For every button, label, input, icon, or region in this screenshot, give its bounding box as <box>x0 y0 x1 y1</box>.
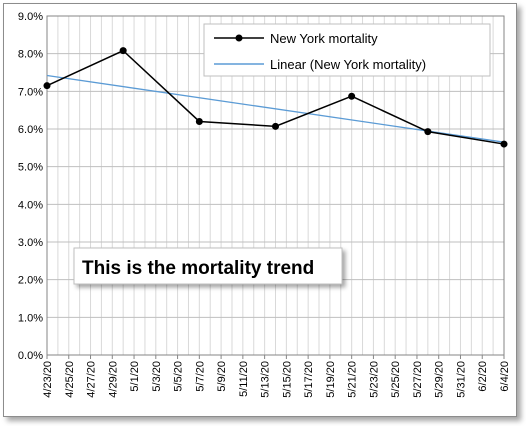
y-tick-label: 9.0% <box>18 11 43 23</box>
legend-series-marker <box>235 34 243 42</box>
legend-label-linear-trend: Linear (New York mortality) <box>270 57 426 72</box>
data-point <box>500 140 508 148</box>
y-tick-label: 1.0% <box>18 312 43 324</box>
chart-gridlines <box>46 15 505 356</box>
x-tick-label: 5/29/20 <box>434 361 446 398</box>
x-tick-label: 4/23/20 <box>42 361 54 398</box>
annotation-background <box>73 247 343 285</box>
data-point <box>272 122 279 130</box>
legend-box <box>203 23 491 77</box>
y-axis-tick-labels: 0.0% 1.0% 2.0% 3.0% 4.0% 5.0% 6.0% 7.0% 8.0% 9.0% <box>18 11 43 362</box>
new-york-mortality-series <box>43 47 508 148</box>
data-point <box>348 92 356 100</box>
x-tick-label: 4/25/20 <box>64 361 76 398</box>
x-tick-label: 5/25/20 <box>390 361 402 398</box>
x-tick-label: 5/19/20 <box>325 361 337 398</box>
y-tick-label: 5.0% <box>18 162 43 174</box>
data-point <box>43 82 51 90</box>
y-tick-label: 3.0% <box>18 237 43 249</box>
data-point <box>424 128 432 136</box>
x-axis-tick-labels: 4/23/20 4/25/20 4/27/20 4/29/20 5/1/20 5/3/20… <box>42 355 511 398</box>
x-tick-label: 5/15/20 <box>281 361 293 398</box>
y-tick-label: 0.0% <box>18 350 43 362</box>
x-tick-label: 4/29/20 <box>107 361 119 398</box>
x-tick-label: 5/9/20 <box>216 361 228 392</box>
chart-frame: 0.0% 1.0% 2.0% 3.0% 4.0% 5.0% 6.0% 7.0% 8.0% 9.0%… <box>3 3 517 417</box>
x-tick-label: 5/31/20 <box>455 361 467 398</box>
data-point <box>195 117 203 125</box>
plot-area <box>46 15 505 356</box>
mortality-line-chart: 0.0% 1.0% 2.0% 3.0% 4.0% 5.0% 6.0% 7.0% 8.0% 9.0%… <box>18 11 511 398</box>
y-tick-label: 7.0% <box>18 86 43 98</box>
y-tick-label: 8.0% <box>18 49 43 61</box>
x-tick-label: 5/23/20 <box>368 361 380 398</box>
annotation-box: This is the mortality trend <box>73 247 343 285</box>
legend: New York mortality Linear (New York mort… <box>203 23 491 77</box>
x-tick-label: 5/17/20 <box>303 361 315 398</box>
data-point <box>119 47 127 55</box>
x-tick-label: 5/21/20 <box>347 361 359 398</box>
x-tick-label: 5/11/20 <box>238 361 250 397</box>
y-tick-label: 6.0% <box>18 124 43 136</box>
x-tick-label: 5/7/20 <box>194 361 206 392</box>
y-tick-label: 2.0% <box>18 275 43 287</box>
x-tick-label: 6/2/20 <box>477 361 489 392</box>
x-tick-label: 5/5/20 <box>173 361 185 392</box>
x-tick-label: 5/3/20 <box>151 361 163 392</box>
x-tick-label: 6/4/20 <box>499 361 511 392</box>
x-tick-label: 5/13/20 <box>260 361 272 398</box>
x-tick-label: 4/27/20 <box>86 361 98 398</box>
x-tick-label: 5/27/20 <box>412 361 424 398</box>
legend-label-new-york-mortality: New York mortality <box>270 31 378 46</box>
y-tick-label: 4.0% <box>18 199 43 211</box>
x-tick-label: 5/1/20 <box>129 361 141 392</box>
annotation-text: This is the mortality trend <box>82 258 314 279</box>
